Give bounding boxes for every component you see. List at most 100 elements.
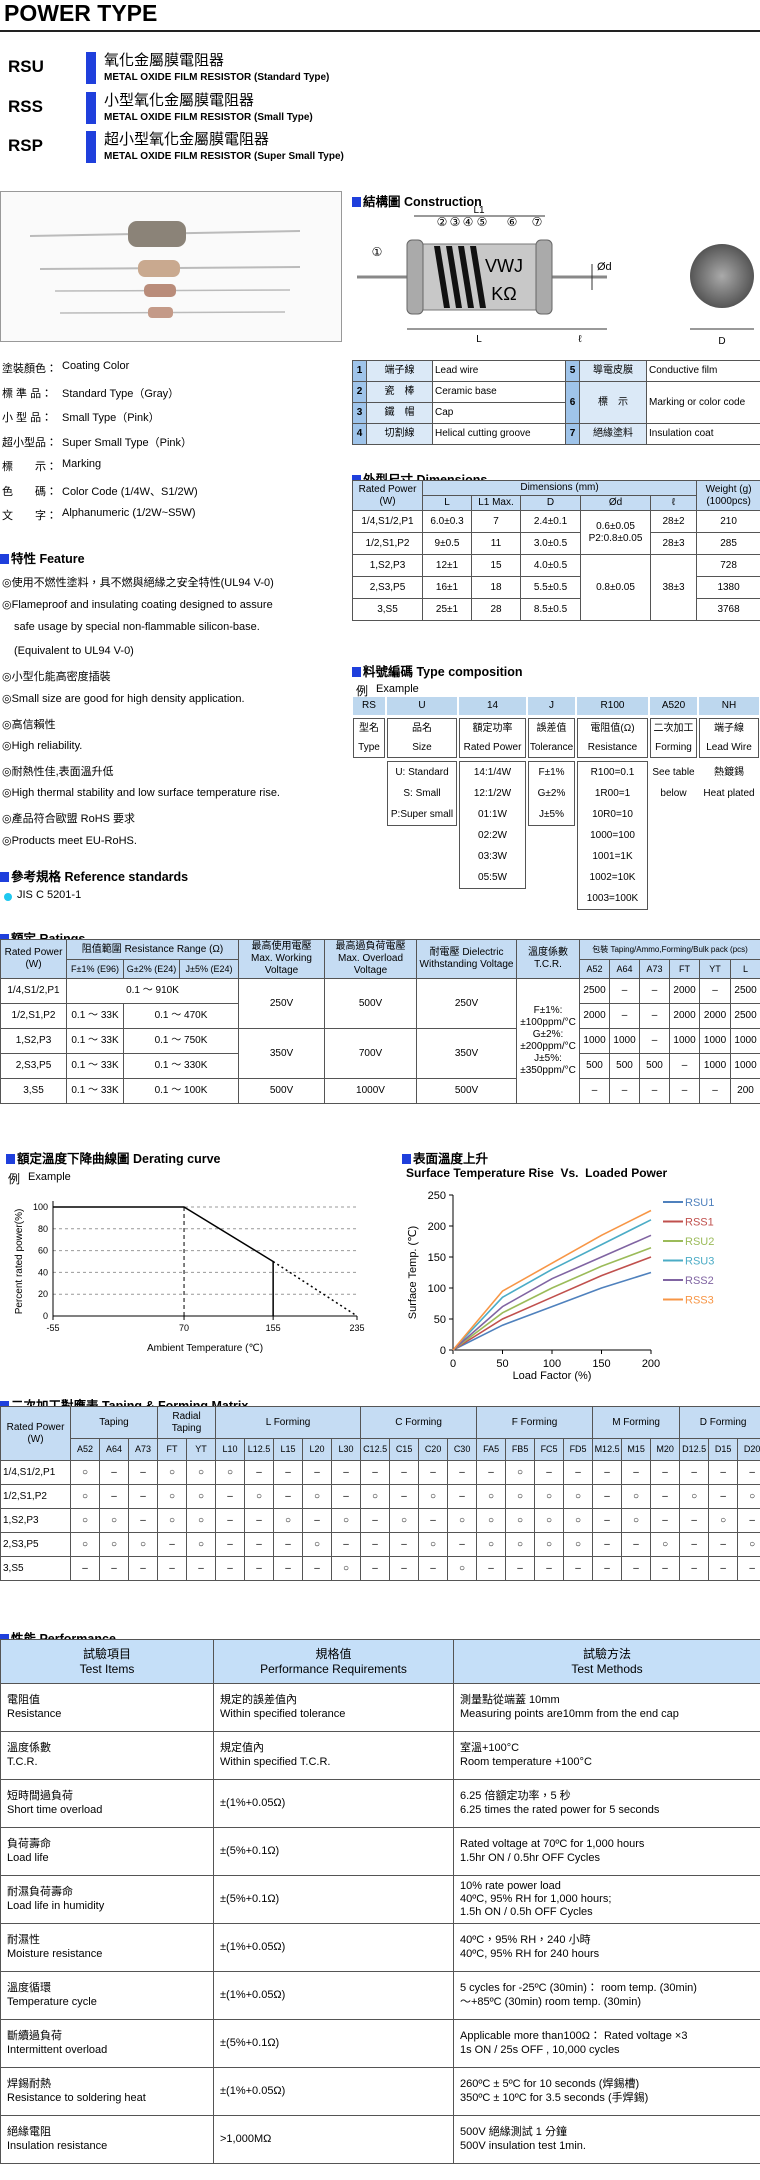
cell: 3,S5 <box>0 1556 71 1581</box>
header-cell: 最高過負荷電壓 Max. Overload Voltage <box>324 939 418 979</box>
text-line: Tolerance <box>529 742 574 753</box>
legend-label: RSS2 <box>685 1275 714 1287</box>
coating-value: Standard Type（Gray） <box>62 387 180 400</box>
cell: 耐濕負荷壽命 Load life in humidity <box>0 1875 214 1924</box>
cell: 1 <box>352 360 367 382</box>
cell: 350V <box>238 1028 326 1079</box>
row: 耐濕性 Moisture resistance ±(1%+0.05Ω) 40ºC，95… <box>0 1923 760 1972</box>
dim-label: L1 <box>473 205 485 216</box>
section-title-text: 參考規格 Reference standards <box>11 870 189 884</box>
header-cell: L12.5 <box>244 1438 275 1461</box>
marking: VWJ <box>485 256 523 276</box>
cell: 6 <box>565 381 580 424</box>
code-box: J <box>528 697 575 715</box>
text-line: ±350ppm/°C <box>520 1065 576 1076</box>
cell: – <box>650 1460 681 1485</box>
series-bar <box>86 131 96 163</box>
text-line: 6.25 times the rated power for 5 seconds <box>460 1803 660 1816</box>
cell: 耐濕性 Moisture resistance <box>0 1923 214 1972</box>
cell: – <box>708 1460 739 1485</box>
row: 1/2,S1,P2 0.1 ～ 33K 0.1 ～ 470K 2000– –2000 20… <box>0 1003 760 1029</box>
header-box: 品名 Size <box>387 718 457 758</box>
row: 電阻值 Resistance 規定的誤差值內 Within specified tol… <box>0 1683 760 1732</box>
cell: – <box>389 1556 420 1581</box>
header-box: 額定功率 Rated Power <box>459 718 526 758</box>
cell: ±(5%+0.1Ω) <box>213 1875 454 1924</box>
cell: 5.5±0.5 <box>520 576 581 599</box>
y-tick-label: 150 <box>428 1252 446 1264</box>
code-item: 10R0=10 <box>592 809 633 820</box>
series-bar <box>86 52 96 84</box>
coating-label: 色 碼： <box>2 485 57 498</box>
cell: 1000 <box>730 1053 760 1079</box>
cell: ○ <box>157 1484 188 1509</box>
series-line <box>452 1209 652 1351</box>
surface-chart: 0 50 100 150 200 250 0 50 100 150 200 RSU1 RSS1 RSU2 R… <box>407 1190 714 1382</box>
series-line <box>452 1234 652 1351</box>
cell: 溫度循環 Temperature cycle <box>0 1971 214 2020</box>
cell: 2000 <box>669 978 701 1004</box>
header-row: 試驗項目 Test Items 規格值 Performance Requirement… <box>0 1639 760 1684</box>
code-item: U: Standard <box>395 767 449 778</box>
cell: – <box>157 1532 188 1557</box>
chart-subtitle: Surface Temperature Rise Vs. Loaded Powe… <box>406 1166 668 1180</box>
cell: 38±3 <box>649 554 698 621</box>
cell: – <box>418 1556 449 1581</box>
legend-label: RSU3 <box>685 1256 714 1268</box>
resistor-body <box>138 260 180 277</box>
cell: – <box>708 1556 739 1581</box>
text-line: 電阻值 <box>7 1694 40 1707</box>
section-marker <box>352 667 361 677</box>
cell: ○ <box>331 1508 362 1533</box>
text-line: Rated Power <box>463 742 522 753</box>
header-cell: C15 <box>389 1438 420 1461</box>
header-cell: M15 <box>621 1438 652 1461</box>
cell: 16±1 <box>422 576 472 599</box>
ratings-table: Rated Power (W) 阻值範圍 Resistance Range (Ω)… <box>0 938 760 1104</box>
text-line: ±(1%+0.05Ω) <box>220 1988 286 2001</box>
cell: ○ <box>650 1532 681 1557</box>
part-marker: ⑦ <box>532 215 543 229</box>
row: 1/4,S1/2,P1 6.0±0.3 7 2.4±0.1 0.6±0.05 P2:0.8… <box>352 510 760 555</box>
header-cell: 包裝 Taping/Ammo,Forming/Bulk pack (pcs) <box>579 938 760 961</box>
cell: ○ <box>505 1508 536 1533</box>
series-name-zh: 氧化金屬膜電阻器 <box>104 52 225 69</box>
cell: 12±1 <box>422 554 472 577</box>
row: 1/4,S1/2,P1 ○ – – ○ ○ ○ – – – – – – – – – ○ – – – – – – – – <box>0 1460 760 1485</box>
text-line: Performance Requirements <box>260 1661 407 1676</box>
x-axis-label: Load Factor (%) <box>513 1370 592 1382</box>
header-cell: F±1% (E96) <box>66 959 124 979</box>
cell: 絕緣電阻 Insulation resistance <box>0 2115 214 2164</box>
cell: 測量點從端蓋 10mm Measuring points are10mm from… <box>453 1683 760 1732</box>
series-name-zh: 超小型氧化金屬膜電阻器 <box>104 131 270 148</box>
cell: 1/2,S1,P2 <box>0 1484 71 1509</box>
header-cell: Rated Power (W) <box>0 1406 71 1461</box>
text-line: Within specified tolerance <box>220 1707 346 1720</box>
header-cell: L <box>730 959 760 979</box>
feature-item: ◎耐熱性佳,表面溫升低 <box>2 765 114 778</box>
cell: – <box>592 1484 623 1509</box>
cell: – <box>621 1532 652 1557</box>
cell: ○ <box>215 1460 246 1485</box>
header-cell: 阻值範圍 Resistance Range (Ω) <box>65 938 240 961</box>
code-item: R100=0.1 <box>590 767 635 778</box>
section-marker <box>0 554 9 564</box>
coating-value: Super Small Type（Pink） <box>62 436 193 449</box>
cell: – <box>99 1460 129 1485</box>
cell: F±1%: ±100ppm/°C G±2%: ±200ppm/°C J±5%: ±350p… <box>516 978 581 1104</box>
cell: 室溫+100°C Room temperature +100°C <box>453 1731 760 1780</box>
cell: – <box>215 1532 246 1557</box>
coating-value: Marking <box>62 458 102 470</box>
cell: 500V 絕緣測試 1 分鐘 500V insulation test 1min. <box>453 2115 760 2164</box>
cell: 2000 <box>579 1003 611 1029</box>
cell: ○ <box>302 1484 333 1509</box>
header-row: Rated Power (W) Dimensions (mm) Weight (g)… <box>352 480 760 511</box>
header-cell: M12.5 <box>592 1438 623 1461</box>
cell: – <box>639 1003 671 1029</box>
cell: 1,S2,P3 <box>0 1028 67 1054</box>
text-line: 焊錫耐熱 <box>7 2078 51 2091</box>
cell: – <box>737 1460 760 1485</box>
section-title-text: 結構圖 Construction <box>363 195 482 209</box>
coating-label: 標 準 品： <box>2 387 53 400</box>
